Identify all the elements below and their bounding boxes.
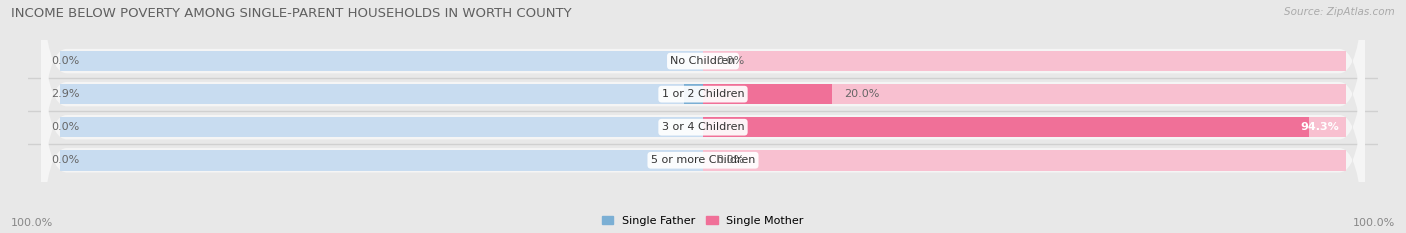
Text: 94.3%: 94.3% xyxy=(1301,122,1340,132)
FancyBboxPatch shape xyxy=(60,117,703,137)
Text: Source: ZipAtlas.com: Source: ZipAtlas.com xyxy=(1284,7,1395,17)
FancyBboxPatch shape xyxy=(703,84,1346,104)
Text: 0.0%: 0.0% xyxy=(51,122,80,132)
Text: 0.0%: 0.0% xyxy=(716,56,744,66)
FancyBboxPatch shape xyxy=(41,0,1365,214)
Text: 3 or 4 Children: 3 or 4 Children xyxy=(662,122,744,132)
Text: INCOME BELOW POVERTY AMONG SINGLE-PARENT HOUSEHOLDS IN WORTH COUNTY: INCOME BELOW POVERTY AMONG SINGLE-PARENT… xyxy=(11,7,572,20)
Text: No Children: No Children xyxy=(671,56,735,66)
Text: 0.0%: 0.0% xyxy=(51,56,80,66)
Text: 1 or 2 Children: 1 or 2 Children xyxy=(662,89,744,99)
FancyBboxPatch shape xyxy=(703,84,831,104)
FancyBboxPatch shape xyxy=(41,7,1365,233)
FancyBboxPatch shape xyxy=(41,0,1365,181)
Text: 5 or more Children: 5 or more Children xyxy=(651,155,755,165)
FancyBboxPatch shape xyxy=(60,84,703,104)
FancyBboxPatch shape xyxy=(60,51,703,71)
Text: 0.0%: 0.0% xyxy=(51,155,80,165)
Text: 20.0%: 20.0% xyxy=(845,89,880,99)
Legend: Single Father, Single Mother: Single Father, Single Mother xyxy=(602,216,804,226)
FancyBboxPatch shape xyxy=(703,150,1346,171)
Text: 2.9%: 2.9% xyxy=(51,89,80,99)
Text: 100.0%: 100.0% xyxy=(11,218,53,228)
FancyBboxPatch shape xyxy=(703,117,1309,137)
FancyBboxPatch shape xyxy=(60,150,703,171)
Text: 0.0%: 0.0% xyxy=(716,155,744,165)
Text: 100.0%: 100.0% xyxy=(1353,218,1395,228)
FancyBboxPatch shape xyxy=(685,84,703,104)
FancyBboxPatch shape xyxy=(703,51,1346,71)
FancyBboxPatch shape xyxy=(41,40,1365,233)
FancyBboxPatch shape xyxy=(703,117,1346,137)
